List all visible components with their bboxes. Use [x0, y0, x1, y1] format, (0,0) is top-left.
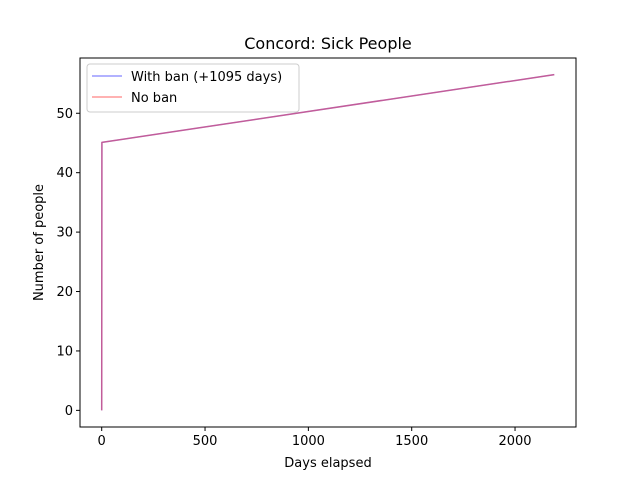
series-layer	[100, 73, 555, 411]
x-tick-label: 1500	[395, 434, 428, 449]
plot-area: 0 500 1000 1500 2000 0 10 20 30 40 50	[56, 57, 577, 449]
series-line-1	[100, 73, 555, 411]
x-tick-label: 500	[193, 434, 218, 449]
y-tick-label: 10	[56, 344, 73, 359]
series-line-0	[100, 73, 555, 411]
legend: With ban (+1095 days) No ban	[86, 63, 300, 113]
chart-title: Concord: Sick People	[244, 34, 412, 53]
y-tick-label: 50	[56, 107, 73, 122]
x-tick-label: 1000	[292, 434, 325, 449]
legend-label-with-ban: With ban (+1095 days)	[131, 70, 282, 85]
y-tick-label: 30	[56, 226, 73, 241]
y-axis-label: Number of people	[32, 184, 47, 301]
x-tick-label: 0	[98, 434, 106, 449]
y-tick-label: 20	[56, 285, 73, 300]
axes-frame	[79, 57, 577, 428]
legend-box	[86, 63, 300, 113]
y-axis: 0 10 20 30 40 50	[56, 107, 80, 419]
y-tick-label: 40	[56, 166, 73, 181]
legend-label-no-ban: No ban	[131, 91, 177, 106]
x-axis: 0 500 1000 1500 2000	[98, 427, 532, 449]
y-tick-label: 0	[65, 404, 73, 419]
x-tick-label: 2000	[498, 434, 531, 449]
x-axis-label: Days elapsed	[284, 456, 371, 471]
